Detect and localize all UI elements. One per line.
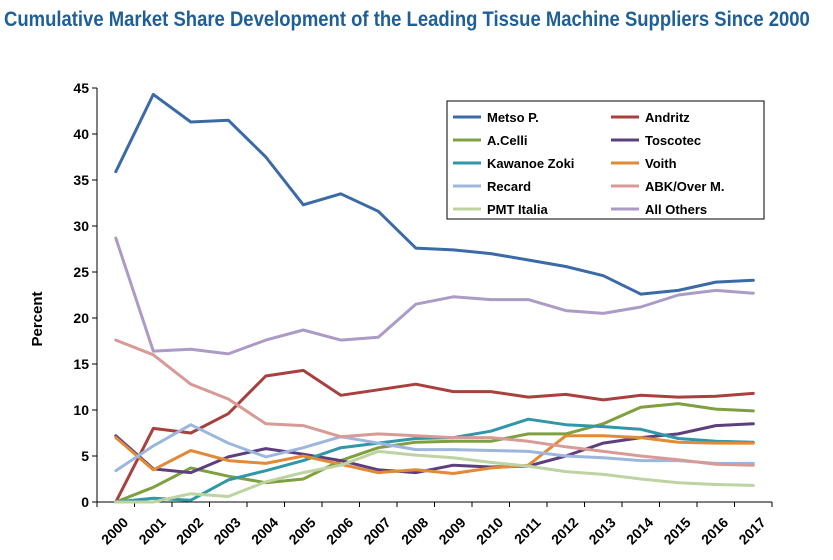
series-line-all-others [114,236,755,356]
x-tick-label: 2010 [473,514,506,547]
x-tick-label: 2013 [585,514,618,547]
y-tick-label: 10 [73,402,89,418]
legend-label: ABK/Over M. [645,179,724,194]
series-line-metso-p [114,92,755,296]
chart-title: Cumulative Market Share Development of t… [4,8,810,31]
legend-label: PMT Italia [487,202,548,217]
legend-box [446,100,765,220]
legend-label: All Others [645,202,707,217]
x-tick-label: 2005 [285,514,318,547]
x-tick-label: 2016 [698,514,731,547]
series-lines [114,92,755,504]
x-tick-label: 2014 [623,514,656,547]
y-tick-label: 0 [81,494,89,510]
series-line-recard [114,423,755,473]
x-tick-label: 2015 [660,514,693,547]
series-line-abk-over-m [114,338,755,467]
x-tick-label: 2009 [435,514,468,547]
y-tick-label: 45 [73,80,89,96]
x-tick-label: 2002 [173,514,206,547]
x-tick-label: 2004 [248,514,281,547]
x-tick-label: 2001 [135,514,168,547]
legend-label: A.Celli [487,133,527,148]
series-line-andritz [114,368,755,504]
legend-label: Recard [487,179,531,194]
y-tick-label: 15 [73,356,89,372]
x-tick-label: 2007 [360,514,393,547]
legend-label: Andritz [645,110,690,125]
series-line-voith [114,434,755,475]
series-line-a-celli [114,402,755,504]
x-tick-labels: 2000 2001 2002 2003 2004 2005 2006 2007 2008 2009… [98,514,769,547]
y-tick-label: 20 [73,310,89,326]
y-tick-label: 35 [73,172,89,188]
legend-label: Metso P. [487,110,539,125]
y-axis-title: Percent [29,291,46,346]
y-tick-labels: 0 5 10 15 20 25 30 35 40 45 [73,80,89,510]
x-tick-label: 2003 [210,514,243,547]
legend-label: Kawanoe Zoki [487,156,574,171]
x-tick-label: 2006 [323,514,356,547]
y-tick-label: 25 [73,264,89,280]
x-tick-label: 2011 [511,514,544,547]
legend-label: Toscotec [645,133,701,148]
legend: Metso P. Andritz A.Celli Toscotec Kawanoe Zo… [446,100,765,220]
y-tick-label: 40 [73,126,89,142]
series-line-pmt-italia [114,449,755,504]
axes [92,87,773,507]
y-tick-label: 30 [73,218,89,234]
x-tick-label: 2008 [398,514,431,547]
legend-label: Voith [645,156,677,171]
x-tick-label: 2000 [98,514,131,547]
y-tick-label: 5 [81,448,89,464]
x-tick-label: 2012 [548,514,581,547]
x-tick-label: 2017 [735,514,768,547]
